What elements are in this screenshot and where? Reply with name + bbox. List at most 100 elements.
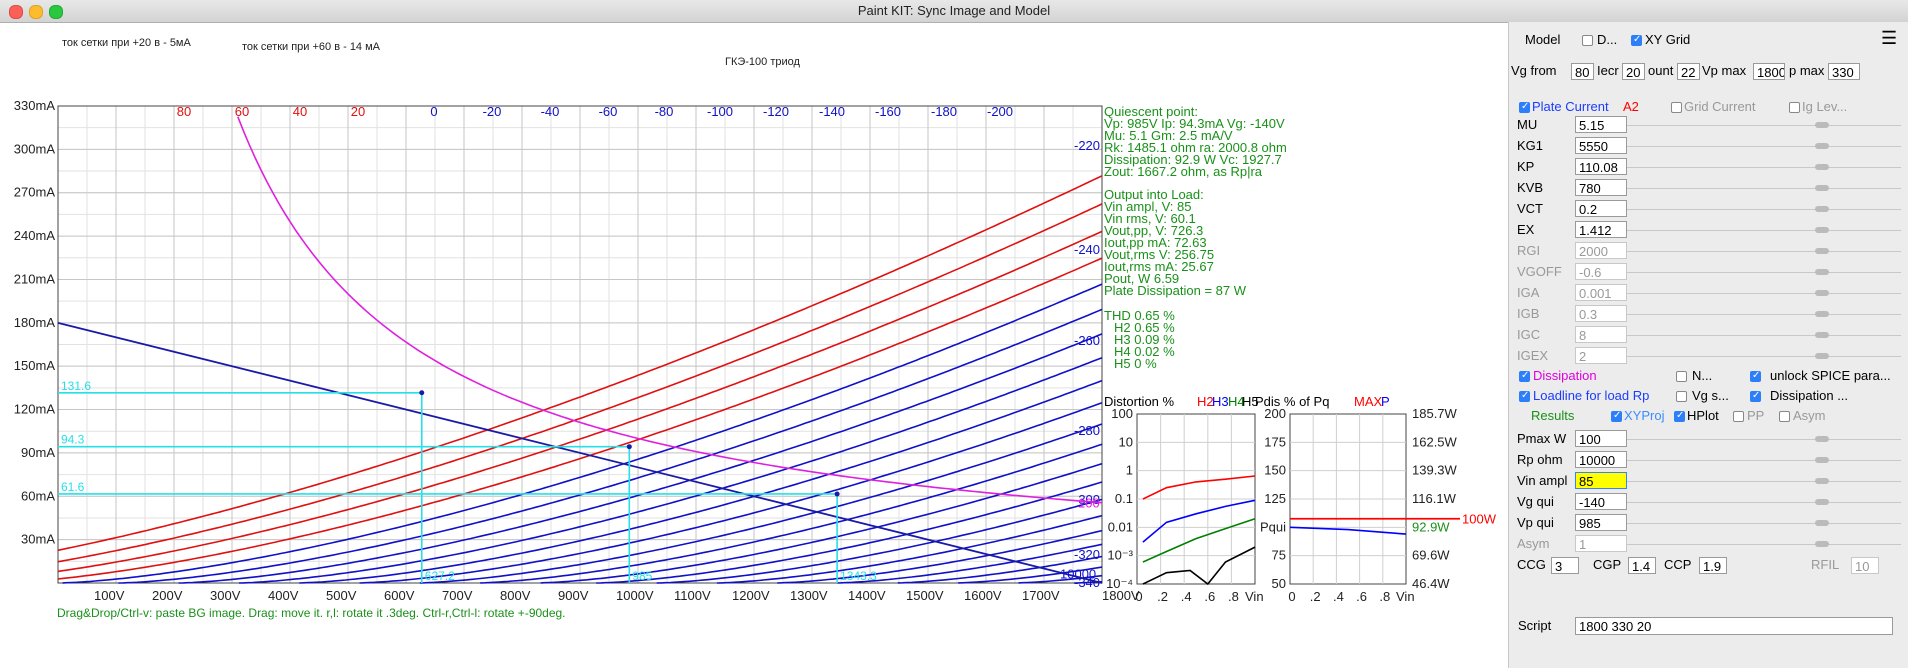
- param-field-rgi[interactable]: 2000: [1575, 242, 1627, 259]
- slider-knob[interactable]: [1815, 353, 1829, 359]
- param-field-mu[interactable]: 5.15: [1575, 116, 1627, 133]
- slider-knob[interactable]: [1815, 206, 1829, 212]
- slider-knob[interactable]: [1815, 227, 1829, 233]
- param-field-vg-qui[interactable]: -140: [1575, 493, 1627, 510]
- param-field-rp-ohm[interactable]: 10000: [1575, 451, 1627, 468]
- ip-max-field[interactable]: 330: [1828, 63, 1860, 80]
- hplot-checkbox[interactable]: [1674, 410, 1685, 422]
- param-field-vin-ampl[interactable]: 85: [1575, 472, 1627, 489]
- ccp-field[interactable]: 1.9: [1699, 557, 1727, 574]
- main-plot-svg[interactable]: ток сетки при +20 в - 5мА ток сетки при …: [0, 22, 1508, 668]
- slider-knob[interactable]: [1815, 499, 1829, 505]
- unlock-spice-checkbox[interactable]: [1750, 370, 1761, 382]
- n-checkbox[interactable]: [1676, 371, 1687, 382]
- param-slider-iga[interactable]: [1627, 290, 1901, 311]
- rfil-field[interactable]: 10: [1851, 557, 1879, 574]
- param-field-vgoff[interactable]: -0.6: [1575, 263, 1627, 280]
- vg-curve-top-label: -200: [987, 104, 1013, 119]
- param-slider-rgi[interactable]: [1627, 248, 1901, 269]
- results-label[interactable]: Results: [1531, 408, 1575, 423]
- param-field-pmax-w[interactable]: 100: [1575, 430, 1627, 447]
- xy-grid-checkbox[interactable]: [1631, 34, 1642, 46]
- param-field-vp-qui[interactable]: 985: [1575, 514, 1627, 531]
- param-field-igc[interactable]: 8: [1575, 326, 1627, 343]
- slider-knob[interactable]: [1815, 478, 1829, 484]
- param-slider-kp[interactable]: [1627, 164, 1901, 185]
- negative-vg-curve: [419, 423, 1103, 584]
- dissipation-checkbox[interactable]: [1519, 370, 1530, 382]
- x-tick-label: 800V: [500, 588, 531, 603]
- param-field-kvb[interactable]: 780: [1575, 179, 1627, 196]
- param-field-igex[interactable]: 2: [1575, 347, 1627, 364]
- vg-curve-top-label: -40: [541, 104, 560, 119]
- pp-checkbox[interactable]: [1733, 411, 1744, 422]
- xyproj-label: XYProj: [1624, 408, 1665, 423]
- x-tick-label: 1500V: [906, 588, 944, 603]
- slider-knob[interactable]: [1815, 436, 1829, 442]
- slider-knob[interactable]: [1815, 332, 1829, 338]
- grid-current-checkbox[interactable]: [1671, 102, 1682, 113]
- negative-vg-curve: [716, 514, 1103, 584]
- param-slider-ex[interactable]: [1627, 227, 1901, 248]
- count-field[interactable]: 22: [1677, 63, 1700, 80]
- param-slider-igex[interactable]: [1627, 353, 1901, 374]
- anode-characteristics-chart: 100V 200V 300V 400V 500V 600V 700V 800V 900V 1000…: [14, 98, 1140, 603]
- script-label: Script: [1518, 618, 1552, 633]
- slider-knob[interactable]: [1815, 248, 1829, 254]
- vp-max-field[interactable]: 1800: [1753, 63, 1785, 80]
- close-window-button[interactable]: [9, 5, 23, 19]
- param-slider-vin-ampl[interactable]: [1627, 478, 1901, 499]
- param-field-asym[interactable]: 1: [1575, 535, 1627, 552]
- iecr-field[interactable]: 20: [1622, 63, 1645, 80]
- param-slider-vgoff[interactable]: [1627, 269, 1901, 290]
- slider-knob[interactable]: [1815, 143, 1829, 149]
- slider-knob[interactable]: [1815, 269, 1829, 275]
- param-field-kp[interactable]: 110.08: [1575, 158, 1627, 175]
- param-slider-kg1[interactable]: [1627, 143, 1901, 164]
- xyproj-checkbox[interactable]: [1611, 410, 1622, 422]
- minimize-window-button[interactable]: [29, 5, 43, 19]
- param-slider-igc[interactable]: [1627, 332, 1901, 353]
- plot-area[interactable]: ток сетки при +20 в - 5мА ток сетки при …: [0, 22, 1508, 668]
- param-slider-kvb[interactable]: [1627, 185, 1901, 206]
- dissipation2-checkbox[interactable]: [1750, 390, 1761, 402]
- loadline-checkbox[interactable]: [1519, 390, 1530, 402]
- param-slider-igb[interactable]: [1627, 311, 1901, 332]
- vg-s-checkbox[interactable]: [1676, 391, 1687, 402]
- param-slider-mu[interactable]: [1627, 122, 1901, 143]
- param-slider-pmax-w[interactable]: [1627, 436, 1901, 457]
- plate-current-checkbox[interactable]: [1519, 101, 1530, 113]
- menu-icon[interactable]: ☰: [1881, 28, 1898, 48]
- param-slider-vg-qui[interactable]: [1627, 499, 1901, 520]
- param-slider-asym[interactable]: [1627, 541, 1901, 562]
- param-field-igb[interactable]: 0.3: [1575, 305, 1627, 322]
- slider-knob[interactable]: [1815, 311, 1829, 317]
- slider-knob[interactable]: [1815, 164, 1829, 170]
- param-field-vct[interactable]: 0.2: [1575, 200, 1627, 217]
- slider-knob[interactable]: [1815, 185, 1829, 191]
- script-field[interactable]: 1800 330 20: [1575, 617, 1893, 635]
- cgp-field[interactable]: 1.4: [1628, 557, 1656, 574]
- param-slider-rp-ohm[interactable]: [1627, 457, 1901, 478]
- param-slider-vp-qui[interactable]: [1627, 520, 1901, 541]
- pdis-y-tick-right: 92.9W: [1412, 519, 1450, 534]
- negative-vg-curve: [837, 543, 1103, 584]
- zoom-window-button[interactable]: [49, 5, 63, 19]
- vg-from-field[interactable]: 80: [1571, 63, 1594, 80]
- ig-lev-checkbox[interactable]: [1789, 102, 1800, 113]
- param-field-kg1[interactable]: 5550: [1575, 137, 1627, 154]
- param-slider-vct[interactable]: [1627, 206, 1901, 227]
- slider-knob[interactable]: [1815, 122, 1829, 128]
- asym-checkbox[interactable]: [1779, 411, 1790, 422]
- ccg-field[interactable]: 3: [1551, 557, 1579, 574]
- param-field-ex[interactable]: 1.412: [1575, 221, 1627, 238]
- slider-knob[interactable]: [1815, 457, 1829, 463]
- slider-knob[interactable]: [1815, 541, 1829, 547]
- ccp-label: CCP: [1664, 557, 1692, 572]
- slider-knob[interactable]: [1815, 520, 1829, 526]
- param-field-iga[interactable]: 0.001: [1575, 284, 1627, 301]
- slider-knob[interactable]: [1815, 290, 1829, 296]
- d-checkbox[interactable]: [1582, 35, 1593, 46]
- quiescent-line-5: Zout: 1667.2 ohm, as Rp|ra: [1104, 164, 1263, 179]
